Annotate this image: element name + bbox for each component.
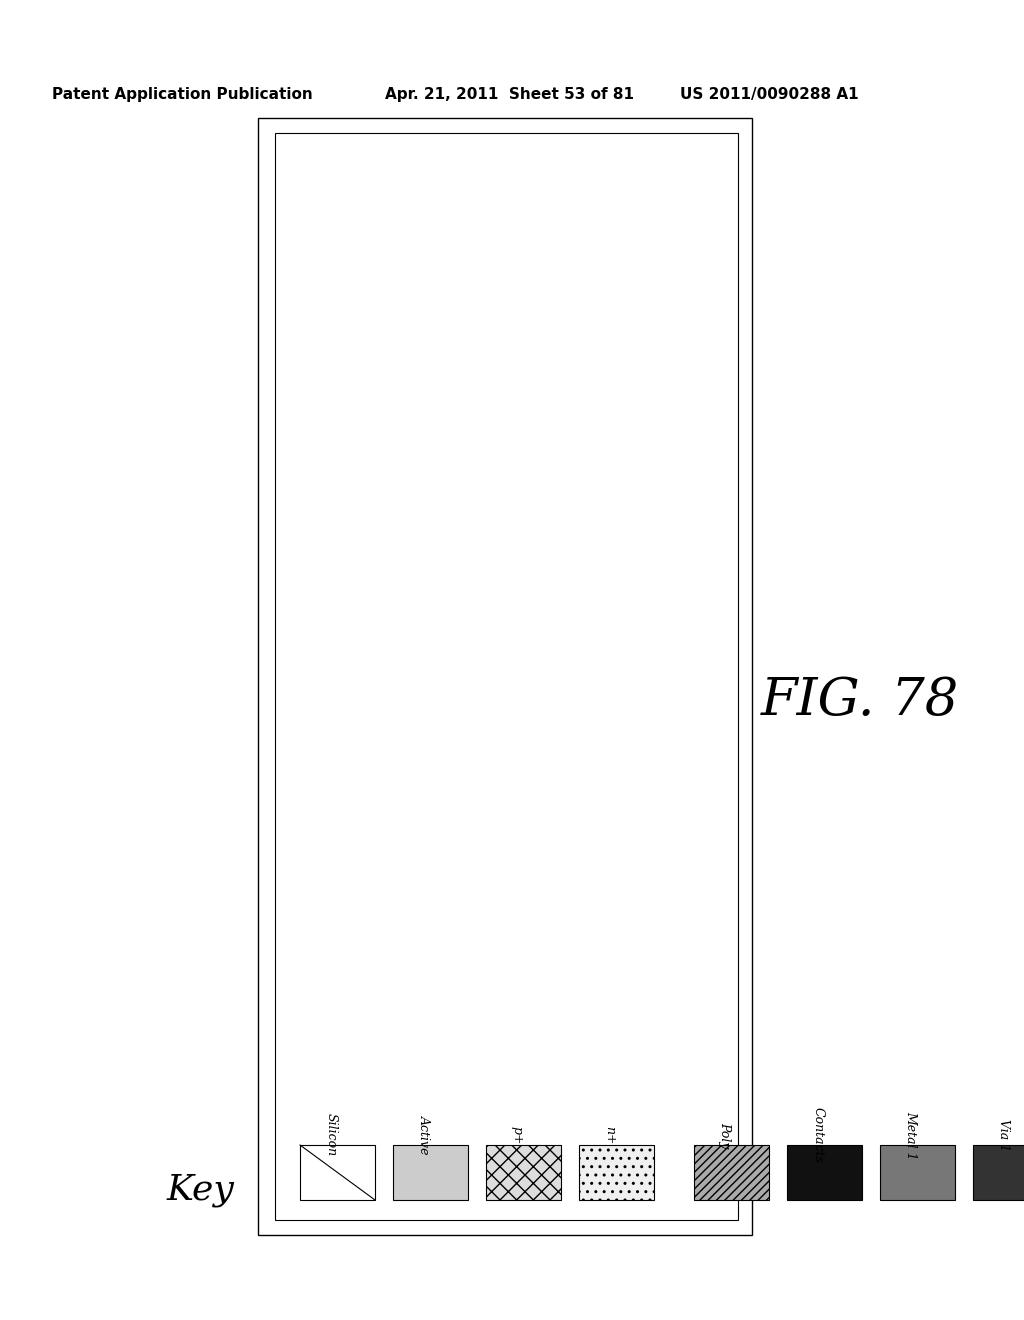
Text: Poly: Poly — [719, 1122, 731, 1148]
Text: Contacts: Contacts — [811, 1107, 824, 1163]
Polygon shape — [393, 1144, 468, 1200]
Polygon shape — [880, 1144, 955, 1200]
Text: Key: Key — [166, 1173, 233, 1206]
Bar — [258, 117, 752, 1236]
Polygon shape — [579, 1144, 654, 1200]
Text: Apr. 21, 2011  Sheet 53 of 81: Apr. 21, 2011 Sheet 53 of 81 — [385, 87, 634, 103]
Text: Patent Application Publication: Patent Application Publication — [52, 87, 312, 103]
Text: p+: p+ — [511, 1126, 523, 1144]
Text: n+: n+ — [603, 1126, 616, 1144]
Text: Metal 1: Metal 1 — [904, 1110, 918, 1159]
Polygon shape — [787, 1144, 862, 1200]
Text: Via 1: Via 1 — [997, 1119, 1011, 1151]
Polygon shape — [973, 1144, 1024, 1200]
Text: FIG. 78: FIG. 78 — [761, 675, 959, 726]
Text: Silicon: Silicon — [325, 1114, 338, 1156]
Polygon shape — [486, 1144, 561, 1200]
Text: Active: Active — [418, 1115, 430, 1155]
Bar — [275, 133, 738, 1220]
Text: US 2011/0090288 A1: US 2011/0090288 A1 — [680, 87, 859, 103]
Polygon shape — [300, 1144, 375, 1200]
Polygon shape — [694, 1144, 769, 1200]
